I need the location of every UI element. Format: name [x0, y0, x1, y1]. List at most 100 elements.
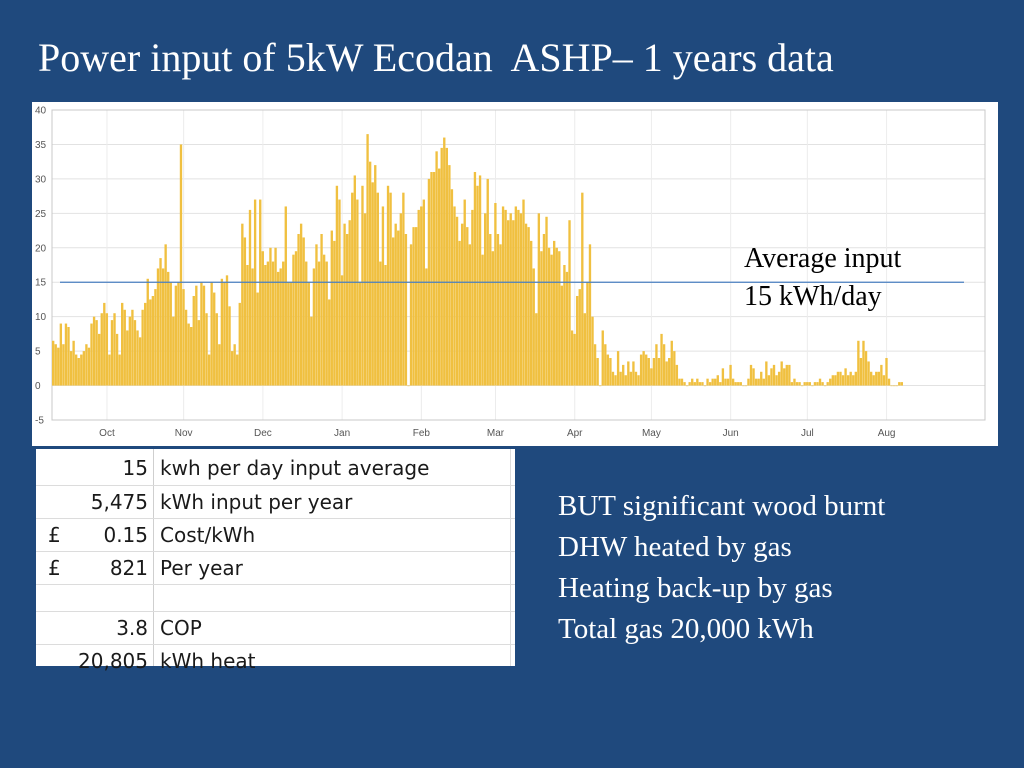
summary-label: Per year: [160, 556, 243, 580]
day-bar: [159, 258, 162, 386]
day-bar: [187, 323, 190, 386]
day-bar: [655, 344, 658, 386]
day-bar: [138, 337, 142, 386]
day-bar: [77, 358, 80, 386]
day-bar: [714, 378, 717, 386]
day-bar: [765, 361, 768, 386]
day-bar: [307, 282, 310, 386]
day-bar: [609, 358, 612, 386]
day-bar: [340, 275, 344, 386]
day-bar: [852, 375, 855, 386]
day-bar: [481, 254, 484, 386]
day-bar: [501, 206, 505, 386]
day-bar: [161, 268, 165, 386]
day-bar: [276, 271, 280, 386]
day-bar: [806, 382, 809, 386]
day-bar: [149, 299, 152, 386]
day-bar: [570, 330, 574, 386]
day-bar: [596, 358, 599, 386]
day-bar: [849, 371, 852, 386]
day-bar: [146, 278, 149, 386]
day-bar: [494, 203, 497, 386]
y-tick-label: 5: [35, 347, 41, 358]
day-bar: [483, 213, 487, 386]
day-bar: [780, 361, 783, 386]
day-bar: [823, 385, 827, 387]
x-tick-label: May: [642, 428, 661, 439]
day-bar: [775, 375, 778, 386]
day-bar: [657, 358, 661, 386]
day-bar: [772, 364, 776, 386]
day-bar: [287, 282, 290, 386]
day-bar: [215, 313, 218, 386]
day-bar: [744, 385, 748, 387]
day-bar: [131, 309, 134, 386]
day-bar: [583, 313, 587, 386]
day-bar: [402, 192, 405, 386]
day-bar: [54, 344, 57, 386]
average-annotation-line2: 15 kWh/day: [744, 281, 882, 312]
day-bar: [310, 316, 313, 386]
day-bar: [264, 265, 267, 386]
day-bar: [691, 378, 694, 386]
day-bar: [550, 254, 553, 386]
day-bar: [230, 351, 234, 386]
day-bar: [499, 244, 502, 386]
day-bar: [859, 358, 863, 386]
summary-row: £821 Per year: [36, 551, 515, 585]
day-bar: [228, 306, 231, 386]
day-bar: [545, 216, 548, 386]
day-bar: [619, 371, 622, 386]
day-bar: [225, 275, 229, 386]
day-bar: [522, 199, 525, 386]
day-bar: [361, 185, 364, 386]
day-bar: [506, 220, 510, 386]
summary-label: kWh heat: [160, 649, 256, 673]
summary-row: 5,475 kWh input per year: [36, 485, 515, 519]
day-bar: [872, 375, 875, 386]
day-bar: [256, 292, 259, 386]
day-bar: [645, 354, 648, 386]
day-bar: [711, 378, 714, 386]
day-bar: [460, 223, 464, 386]
day-bar: [169, 282, 172, 386]
right-border: [510, 449, 511, 666]
day-bar: [110, 320, 114, 386]
currency-symbol: £: [48, 556, 61, 580]
day-bar: [190, 327, 193, 386]
day-bar: [698, 382, 702, 386]
day-bar: [678, 378, 681, 386]
day-bar: [622, 364, 625, 386]
day-bar: [241, 223, 244, 386]
day-bar: [343, 223, 346, 386]
day-bar: [391, 237, 395, 386]
day-bar: [496, 234, 500, 386]
day-bar: [325, 261, 328, 386]
day-bar: [826, 382, 829, 386]
day-bar: [703, 385, 707, 387]
day-bar: [269, 247, 272, 386]
day-bar: [98, 333, 101, 386]
day-bar: [693, 382, 696, 386]
day-bar: [875, 371, 878, 386]
day-bar: [440, 147, 443, 386]
day-bar: [862, 340, 865, 386]
currency-symbol: £: [48, 523, 61, 547]
day-bar: [463, 199, 466, 386]
slide-title: Power input of 5kW Ecodan ASHP– 1 years …: [38, 35, 834, 80]
notes: BUT significant wood burnt DHW heated by…: [558, 486, 885, 650]
day-bar: [708, 382, 712, 386]
day-bar: [581, 192, 584, 386]
day-bar: [223, 282, 226, 386]
day-bar: [328, 299, 331, 386]
day-bar: [803, 382, 806, 386]
day-bar: [238, 302, 241, 386]
day-bar: [857, 340, 860, 386]
day-bar: [747, 378, 750, 386]
day-bar: [425, 268, 428, 386]
day-bar: [688, 382, 691, 386]
average-annotation-line1: Average input: [744, 243, 902, 274]
day-bar: [783, 368, 786, 386]
day-bar: [616, 351, 620, 386]
day-bar: [642, 351, 645, 386]
